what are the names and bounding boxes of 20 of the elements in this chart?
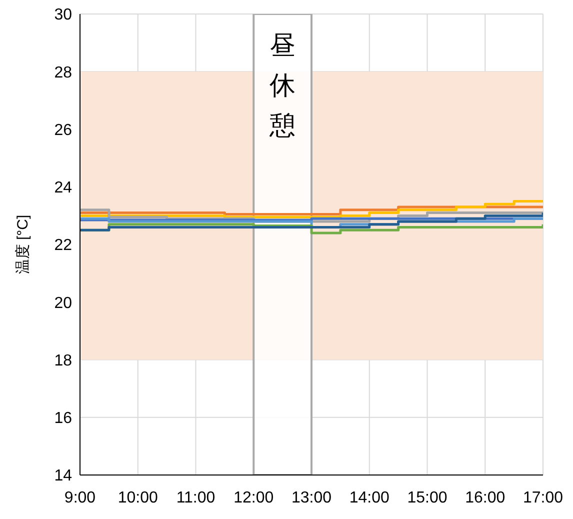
band-label: 昼休憩 <box>268 31 296 141</box>
y-tick-label: 28 <box>54 64 72 82</box>
y-tick-label: 14 <box>54 468 72 485</box>
x-tick-label: 10:00 <box>118 489 158 506</box>
x-tick-label: 13:00 <box>291 489 332 506</box>
x-tick-label: 17:00 <box>522 489 564 506</box>
y-tick-label: 26 <box>54 122 72 139</box>
y-tick-label: 18 <box>54 352 72 370</box>
x-tick-label: 11:00 <box>176 489 216 506</box>
y-tick-label: 24 <box>54 180 72 197</box>
x-tick-label: 15:00 <box>407 489 448 506</box>
x-tick-label: 14:00 <box>349 489 390 506</box>
y-tick-label: 30 <box>54 6 72 24</box>
x-tick-label: 16:00 <box>465 489 506 506</box>
x-tick-label: 9:00 <box>64 489 96 506</box>
y-tick-label: 16 <box>54 410 72 428</box>
x-tick-label: 12:00 <box>234 489 274 506</box>
y-axis-title: 温度 [°C] <box>14 214 32 274</box>
y-tick-label: 22 <box>54 237 72 254</box>
y-tick-label: 20 <box>54 294 72 312</box>
